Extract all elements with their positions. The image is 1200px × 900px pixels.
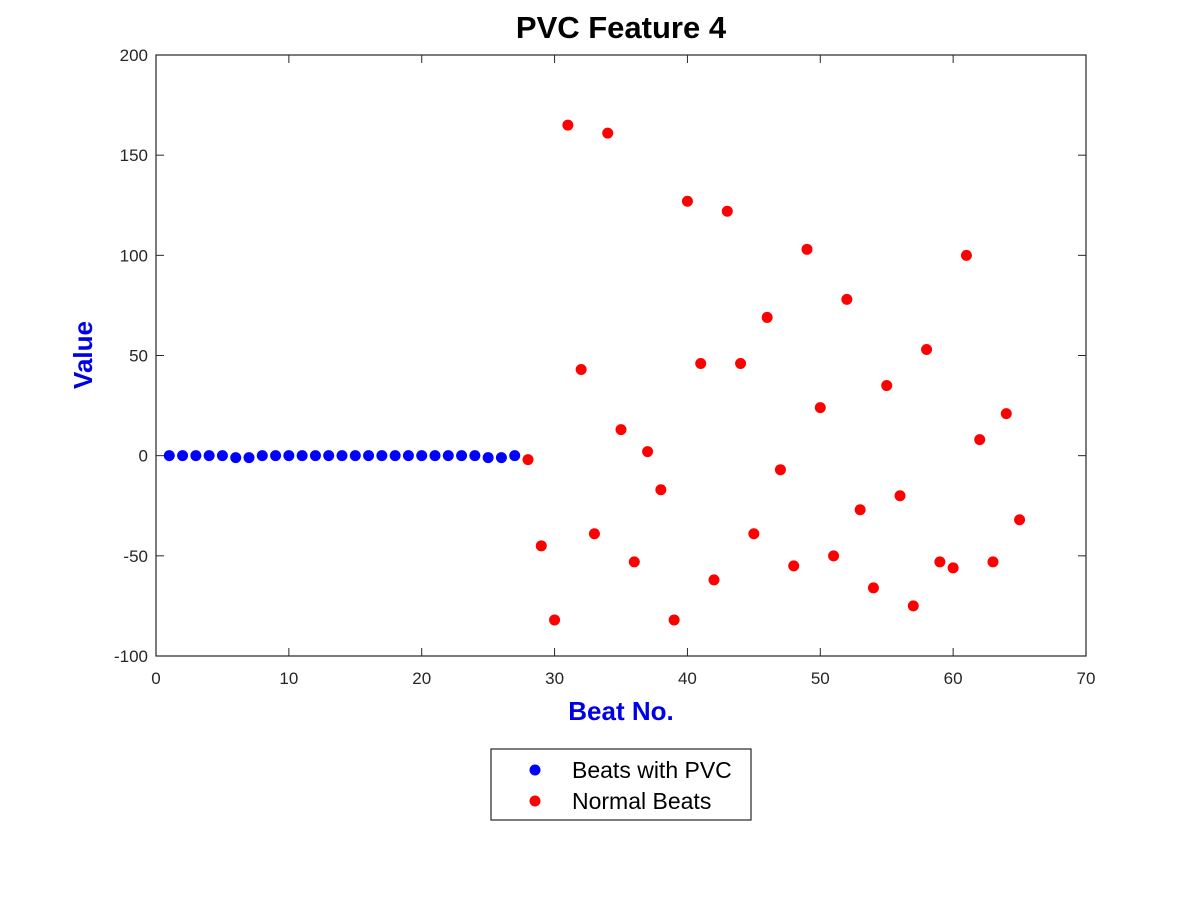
data-point	[721, 205, 733, 217]
data-point	[867, 582, 879, 594]
data-points	[163, 119, 1026, 626]
data-point	[774, 464, 786, 476]
data-point	[509, 450, 521, 462]
data-point	[748, 528, 760, 540]
data-point	[854, 504, 866, 516]
data-point	[270, 450, 282, 462]
legend: Beats with PVC Normal Beats	[490, 748, 752, 821]
data-point	[469, 450, 481, 462]
data-point	[216, 450, 228, 462]
axis-ticks: 0 10 20 30 40 50 60 70 -100 -50 0 50 100 150 200	[114, 46, 1095, 688]
data-point	[522, 454, 534, 466]
data-point	[429, 450, 441, 462]
data-point	[562, 119, 574, 131]
data-point	[615, 424, 627, 436]
data-point	[256, 450, 268, 462]
data-point	[602, 127, 614, 139]
chart-title: PVC Feature 4	[516, 10, 727, 45]
data-point	[442, 450, 454, 462]
x-tick-label: 70	[1077, 669, 1096, 688]
data-point	[708, 574, 720, 586]
data-point	[894, 490, 906, 502]
x-tick-label: 10	[279, 669, 298, 688]
data-point	[230, 452, 242, 464]
data-point	[389, 450, 401, 462]
data-point	[190, 450, 202, 462]
data-point	[177, 450, 189, 462]
data-point	[163, 450, 175, 462]
series-beats-with-pvc	[163, 450, 521, 464]
data-point	[761, 311, 773, 323]
data-point	[336, 450, 348, 462]
y-tick-label: 50	[129, 347, 148, 366]
data-point	[735, 358, 747, 370]
x-tick-label: 0	[151, 669, 160, 688]
legend-label-pvc: Beats with PVC	[572, 757, 732, 783]
y-tick-label: 0	[139, 447, 148, 466]
x-tick-label: 60	[944, 669, 963, 688]
data-point	[628, 556, 640, 568]
data-point	[456, 450, 468, 462]
legend-marker-normal	[529, 795, 541, 807]
data-point	[243, 452, 255, 464]
data-point	[814, 402, 826, 414]
data-point	[974, 434, 986, 446]
data-point	[495, 452, 507, 464]
plot-area	[155, 54, 1087, 657]
data-point	[416, 450, 428, 462]
y-tick-label: -100	[114, 647, 148, 666]
data-point	[535, 540, 547, 552]
data-point	[828, 550, 840, 562]
data-point	[668, 614, 680, 626]
data-point	[203, 450, 215, 462]
x-tick-label: 50	[811, 669, 830, 688]
data-point	[960, 249, 972, 261]
data-point	[934, 556, 946, 568]
data-point	[588, 528, 600, 540]
series-normal-beats	[522, 119, 1026, 626]
data-point	[788, 560, 800, 572]
data-point	[921, 343, 933, 355]
data-point	[349, 450, 361, 462]
data-point	[947, 562, 959, 574]
data-point	[402, 450, 414, 462]
y-tick-label: 150	[120, 146, 148, 165]
data-point	[1014, 514, 1026, 526]
data-point	[801, 243, 813, 255]
data-point	[1000, 408, 1012, 420]
y-tick-label: 100	[120, 246, 148, 265]
data-point	[655, 484, 667, 496]
legend-box	[490, 748, 752, 821]
data-point	[881, 380, 893, 392]
y-tick-label: 200	[120, 46, 148, 65]
data-point	[549, 614, 561, 626]
data-point	[283, 450, 295, 462]
data-point	[681, 195, 693, 207]
data-point	[363, 450, 375, 462]
data-point	[695, 358, 707, 370]
y-tick-label: -50	[123, 547, 148, 566]
data-point	[482, 452, 494, 464]
data-point	[309, 450, 321, 462]
y-axis-label: Value	[68, 321, 98, 389]
data-point	[841, 293, 853, 305]
data-point	[907, 600, 919, 612]
data-point	[323, 450, 335, 462]
x-axis-label: Beat No.	[568, 696, 673, 726]
data-point	[987, 556, 999, 568]
x-tick-label: 30	[545, 669, 564, 688]
legend-label-normal: Normal Beats	[572, 788, 711, 814]
data-point	[575, 364, 587, 376]
x-tick-label: 40	[678, 669, 697, 688]
legend-marker-pvc	[529, 764, 541, 776]
data-point	[642, 446, 654, 458]
data-point	[376, 450, 388, 462]
x-tick-label: 20	[412, 669, 431, 688]
data-point	[296, 450, 308, 462]
